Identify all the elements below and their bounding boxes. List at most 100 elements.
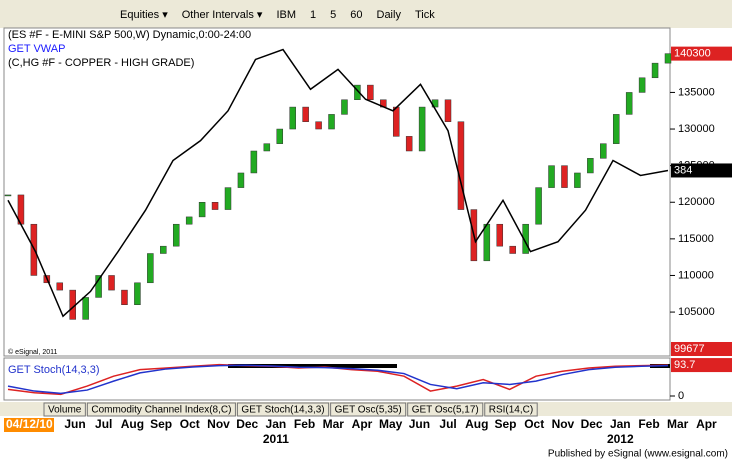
tab-frame[interactable]: [407, 402, 484, 417]
candle: [4, 194, 12, 197]
candle: [95, 275, 102, 298]
last-price: 140300: [674, 48, 711, 60]
x-tick-label: 04/12/10: [6, 417, 53, 431]
candle: [444, 99, 452, 122]
x-tick-label: Mar: [323, 417, 345, 431]
legend-main: (ES #F - E-MINI S&P 500,W) Dynamic,0:00-…: [8, 29, 251, 41]
tab[interactable]: Commodity Channel Index(8,C): [91, 405, 231, 416]
vwap-value: 99677: [674, 343, 705, 355]
x-tick-label: Jun: [64, 417, 85, 431]
candle: [612, 114, 620, 144]
candle: [561, 165, 568, 188]
candle: [496, 223, 504, 247]
stoch-last-box: [671, 358, 732, 373]
x-tick-label: Jul: [95, 417, 112, 431]
candle: [263, 143, 271, 152]
x-tick-label: Aug: [465, 417, 488, 431]
tab-frame[interactable]: [86, 402, 236, 417]
candle: [392, 106, 400, 137]
tab[interactable]: GET Osc(5,35): [335, 405, 402, 416]
candle: [405, 136, 413, 152]
candle: [651, 62, 659, 79]
candle: [315, 121, 322, 130]
tab[interactable]: GET Stoch(14,3,3): [241, 405, 324, 416]
copyright: © eSignal, 2011: [8, 348, 58, 356]
toolbar-item[interactable]: Daily: [377, 9, 402, 21]
candle: [56, 282, 64, 291]
candle: [483, 223, 491, 262]
tab[interactable]: Volume: [48, 405, 82, 416]
tab-bar: [0, 402, 732, 416]
toolbar-item[interactable]: Other Intervals ▾: [182, 9, 263, 21]
tab-frame[interactable]: [236, 402, 330, 417]
x-tick-label: Mar: [667, 417, 689, 431]
y-tick-label: 110000: [678, 269, 714, 281]
x-tick-label: Dec: [581, 417, 603, 431]
x-tick-label: Sep: [150, 417, 172, 431]
x-tick-label: Apr: [352, 417, 373, 431]
year-label: 2011: [263, 432, 289, 446]
date-box: [4, 418, 54, 432]
candle: [522, 223, 529, 254]
candle: [211, 202, 219, 210]
toolbar-item[interactable]: 5: [330, 9, 336, 21]
toolbar-item[interactable]: 1: [310, 9, 316, 21]
candle: [548, 165, 555, 188]
x-tick-label: Feb: [294, 417, 315, 431]
candle: [341, 99, 348, 115]
candle: [418, 106, 426, 152]
footer: Published by eSignal (www.esignal.com): [548, 449, 728, 460]
candle: [509, 245, 516, 254]
tab[interactable]: GET Osc(5,17): [412, 405, 479, 416]
candle: [664, 53, 672, 64]
x-tick-label: Nov: [552, 417, 575, 431]
copper-line: [7, 48, 669, 318]
copper-last: 384: [674, 164, 692, 176]
year-label: 2012: [607, 432, 634, 446]
candle: [198, 202, 206, 218]
price-panel: [3, 27, 671, 357]
x-tick-label: Feb: [638, 417, 659, 431]
tab[interactable]: RSI(14,C): [489, 405, 533, 416]
stoch-last: 93.7: [674, 359, 695, 371]
vwap-value-box: [671, 342, 732, 356]
candle: [367, 84, 374, 100]
x-tick-label: May: [379, 417, 403, 431]
candle: [625, 92, 633, 115]
toolbar: [0, 0, 732, 28]
tab-frame[interactable]: [330, 402, 407, 417]
copper-last-box: [671, 163, 732, 178]
candle: [147, 253, 154, 284]
x-tick-label: Oct: [180, 417, 200, 431]
x-tick-label: Apr: [696, 417, 717, 431]
candle: [638, 77, 646, 93]
x-tick-label: Nov: [207, 417, 230, 431]
toolbar-item[interactable]: Tick: [415, 9, 435, 21]
candle: [224, 187, 232, 210]
x-tick-label: Jan: [610, 417, 631, 431]
tab-frame[interactable]: [484, 402, 538, 417]
y-tick-label: 120000: [678, 196, 715, 208]
candle: [172, 223, 180, 247]
y-tick-label: 135000: [678, 86, 715, 98]
candle: [574, 172, 581, 188]
toolbar-item[interactable]: 60: [350, 9, 362, 21]
candle: [108, 275, 115, 291]
legend-vwap: GET VWAP: [8, 43, 65, 55]
candle: [82, 297, 89, 320]
x-tick-label: Sep: [494, 417, 516, 431]
stoch-d: [7, 364, 669, 395]
last-price-box: [671, 46, 732, 61]
x-tick-label: Jul: [439, 417, 456, 431]
toolbar-item[interactable]: Equities ▾: [120, 9, 168, 21]
toolbar-item[interactable]: IBM: [276, 9, 296, 21]
x-tick-label: Jun: [409, 417, 430, 431]
candle: [276, 128, 284, 144]
y-tick-label: 130000: [678, 123, 715, 135]
candle: [185, 216, 193, 225]
x-tick-label: Dec: [236, 417, 258, 431]
candle: [134, 282, 141, 305]
tab-frame[interactable]: [43, 402, 86, 417]
